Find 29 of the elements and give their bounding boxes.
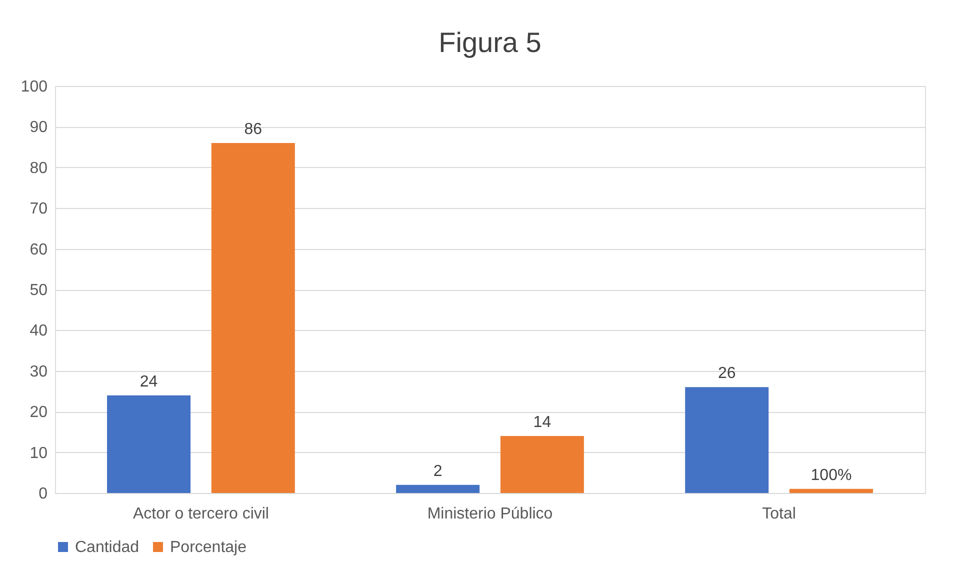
y-tick-label: 50: [30, 282, 48, 299]
y-tick-label: 30: [30, 363, 48, 380]
y-tick-label: 100: [20, 78, 48, 96]
data-label: 86: [244, 120, 262, 138]
bar: [500, 436, 584, 493]
data-label: 2: [433, 462, 442, 480]
y-tick-label: 10: [30, 444, 48, 462]
legend-label: Cantidad: [75, 539, 140, 556]
x-tick-label: Total: [762, 506, 796, 522]
y-tick-label: 40: [30, 322, 48, 340]
y-tick-label: 0: [38, 486, 48, 502]
y-tick-label: 90: [30, 119, 48, 136]
y-tick-label: 80: [30, 160, 48, 177]
legend-label: Porcentaje: [170, 539, 247, 556]
data-label: 100%: [810, 466, 852, 484]
bar: [685, 387, 769, 493]
data-label: 14: [533, 414, 552, 432]
data-label: 26: [718, 365, 736, 382]
data-label: 24: [140, 373, 158, 390]
chart-title: Figura 5: [438, 27, 542, 58]
x-tick-label: Ministerio Público: [427, 506, 553, 522]
bar: [107, 395, 191, 493]
bar: [396, 484, 480, 493]
x-tick-label: Actor o tercero civil: [132, 506, 269, 522]
y-tick-label: 70: [30, 200, 48, 218]
y-tick-label: 20: [30, 404, 48, 422]
bar: [789, 488, 873, 493]
bar: [211, 142, 295, 493]
y-tick-label: 60: [30, 241, 48, 258]
